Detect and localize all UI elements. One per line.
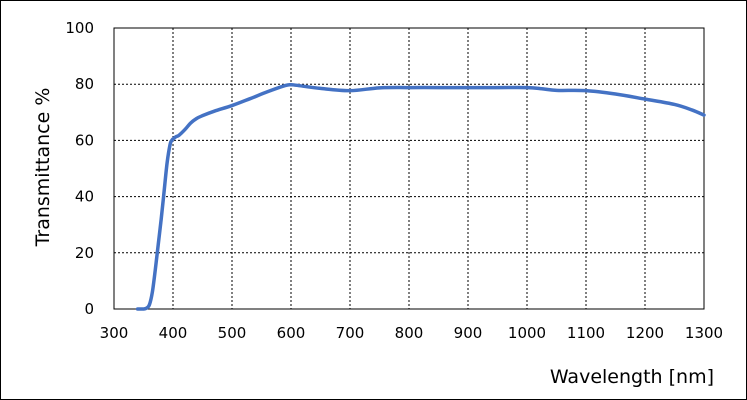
series-layer [135, 82, 706, 311]
x-tick-label: 700 [336, 324, 365, 342]
x-tick-label: 500 [218, 324, 247, 342]
grid-layer [114, 28, 704, 309]
y-axis-title: Transmittance % [32, 88, 54, 248]
y-tick-label: 40 [75, 188, 94, 206]
y-tick-label: 100 [65, 19, 94, 37]
y-tick-label: 20 [75, 244, 94, 262]
x-tick-label: 1000 [508, 324, 546, 342]
x-tick-label: 1200 [626, 324, 664, 342]
x-tick-label: 900 [454, 324, 483, 342]
x-tick-label: 800 [395, 324, 424, 342]
plot-area-border [113, 27, 705, 310]
y-tick-label: 80 [75, 75, 94, 93]
x-tick-label: 1300 [685, 324, 723, 342]
x-tick-labels: 300 400 500 600 700 800 900 1000 1100 1200 1300 [100, 324, 723, 342]
x-tick-label: 300 [100, 324, 129, 342]
x-tick-label: 1100 [567, 324, 605, 342]
y-tick-label: 60 [75, 131, 94, 149]
x-tick-label: 400 [159, 324, 188, 342]
x-axis-title: Wavelength [nm] [550, 366, 714, 388]
x-tick-label: 600 [277, 324, 306, 342]
transmittance-series-line [135, 82, 706, 311]
y-tick-label: 0 [84, 300, 94, 318]
y-tick-labels: 0 20 40 60 80 100 [65, 19, 94, 318]
